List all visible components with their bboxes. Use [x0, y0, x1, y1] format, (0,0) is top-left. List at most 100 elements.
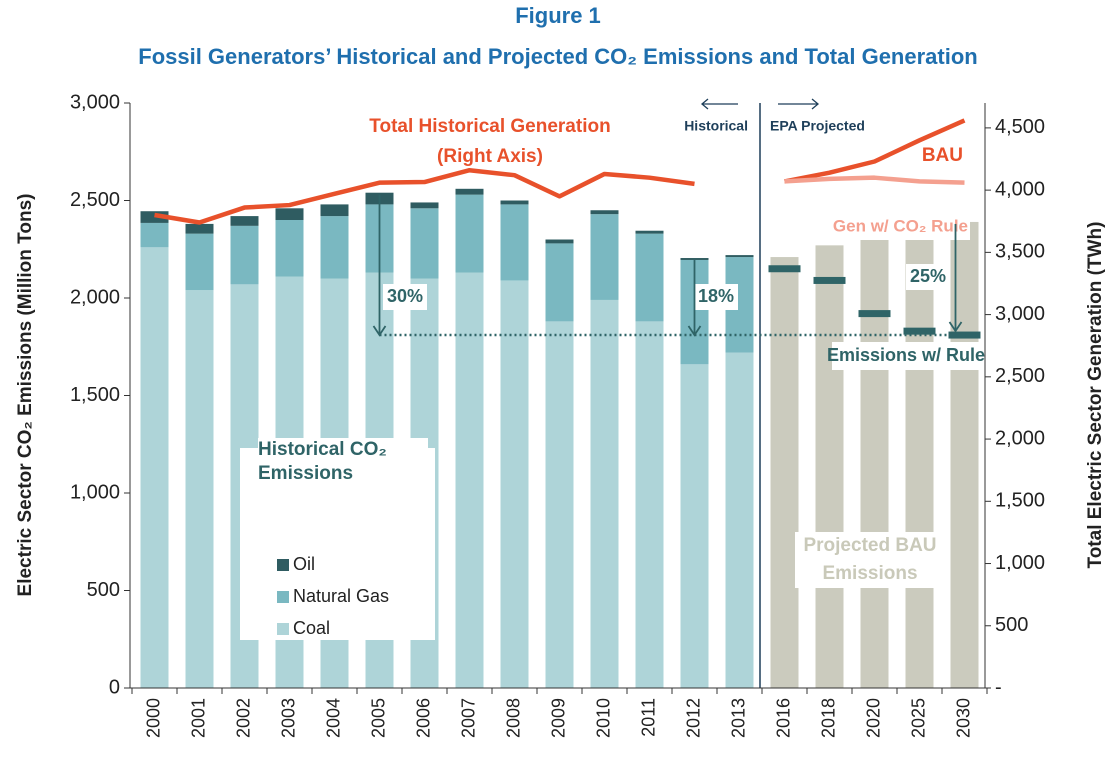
y-axis-title: Electric Sector CO₂ Emissions (Million T… [15, 194, 36, 597]
bar [680, 258, 709, 260]
rule-marker [768, 265, 801, 273]
bar [860, 239, 889, 688]
annotation: 30% [387, 286, 423, 306]
bar [410, 202, 439, 209]
bar [455, 194, 484, 273]
x-tick-label: 2000 [143, 698, 163, 738]
bar [680, 364, 709, 688]
annotation: EPA Projected [770, 118, 865, 134]
x-tick-label: 2011 [638, 698, 658, 737]
arrow-head [372, 325, 387, 337]
chart-title: Figure 1 [515, 3, 601, 28]
arrow-head [948, 321, 963, 333]
y-tick-label: 0 [109, 676, 120, 698]
annotation: 18% [698, 286, 734, 306]
x-tick-label: 2030 [953, 698, 973, 738]
bar [545, 239, 574, 244]
x-tick-label: 2003 [278, 698, 298, 738]
line [154, 167, 695, 225]
legend-title: Historical CO₂ Emissions [258, 438, 428, 486]
bar [635, 230, 664, 234]
bar [815, 245, 844, 688]
y-tick-label: 500 [87, 579, 120, 601]
annotation: (Right Axis) [437, 146, 543, 167]
label-bg [383, 284, 427, 310]
y2-tick-label: 1,000 [995, 552, 1045, 574]
bar [140, 247, 169, 689]
series-label: BAU [922, 145, 963, 166]
line [784, 118, 966, 184]
bar [455, 272, 484, 688]
series-label: Projected BAU Emissions [795, 532, 945, 588]
x-tick-label: 2005 [368, 698, 388, 738]
x-tick-label: 2004 [323, 698, 343, 738]
bar [185, 233, 214, 291]
bar [590, 299, 619, 688]
bar [635, 321, 664, 688]
bar [320, 216, 349, 279]
legend-swatch [277, 623, 289, 635]
y2-tick-label: 1,500 [995, 490, 1045, 512]
arrow [700, 98, 709, 110]
bar [410, 208, 439, 279]
legend-swatch [277, 559, 289, 571]
bar [230, 216, 259, 226]
bar [725, 255, 754, 258]
x-tick-label: 2016 [773, 698, 793, 738]
annotation: 25% [910, 266, 946, 286]
arrow [811, 98, 820, 110]
y2-tick-label: 3,500 [995, 241, 1045, 263]
y2-tick-label: 4,000 [995, 178, 1045, 200]
legend-label: Oil [293, 554, 315, 574]
label-bg [832, 342, 980, 370]
bar [140, 222, 169, 248]
x-tick-label: 2007 [458, 698, 478, 738]
bar [590, 214, 619, 300]
bar [500, 204, 529, 281]
chart-subtitle: Fossil Generators’ Historical and Projec… [138, 44, 978, 69]
bar [545, 243, 574, 322]
y2-tick-label: 2,000 [995, 427, 1045, 449]
bar [590, 210, 619, 215]
x-tick-label: 2013 [728, 698, 748, 738]
label-bg [694, 284, 738, 310]
y-tick-label: 1,500 [70, 384, 120, 406]
x-tick-label: 2010 [593, 698, 613, 738]
bar [500, 200, 529, 205]
series-label: Emissions w/ Rule [827, 345, 985, 365]
label-bg [906, 264, 950, 290]
x-tick-label: 2008 [503, 698, 523, 738]
bar [230, 225, 259, 285]
bar [905, 225, 934, 688]
y-tick-label: 1,000 [70, 481, 120, 503]
legend-label: Coal [293, 618, 330, 638]
bar [500, 280, 529, 688]
x-tick-label: 2020 [863, 698, 883, 738]
x-tick-label: 2018 [818, 698, 838, 738]
annotation: Historical [684, 118, 748, 134]
bar [635, 233, 664, 322]
x-tick-label: 2001 [188, 698, 208, 738]
rule-marker [858, 310, 891, 318]
bar [545, 321, 574, 688]
bar [725, 352, 754, 688]
bar [275, 220, 304, 277]
y-tick-label: 3,000 [70, 91, 120, 113]
series-label: Gen w/ CO₂ Rule [833, 216, 968, 235]
y2-tick-label: 2,500 [995, 365, 1045, 387]
rule-marker [813, 276, 846, 284]
series-label: Total Historical Generation [369, 116, 610, 137]
y2-axis-title: Total Electric Sector Generation (TWh) [1085, 222, 1106, 569]
bar [770, 257, 799, 688]
legend-swatch [277, 591, 289, 603]
y2-tick-label: 500 [995, 614, 1028, 636]
y2-tick-label: 4,500 [995, 116, 1045, 138]
y-tick-label: 2,500 [70, 189, 120, 211]
y2-tick-label: 3,000 [995, 303, 1045, 325]
x-tick-label: 2002 [233, 698, 253, 738]
y-tick-label: 2,000 [70, 286, 120, 308]
x-tick-label: 2012 [683, 698, 703, 738]
bar [320, 204, 349, 217]
x-tick-label: 2006 [413, 698, 433, 738]
